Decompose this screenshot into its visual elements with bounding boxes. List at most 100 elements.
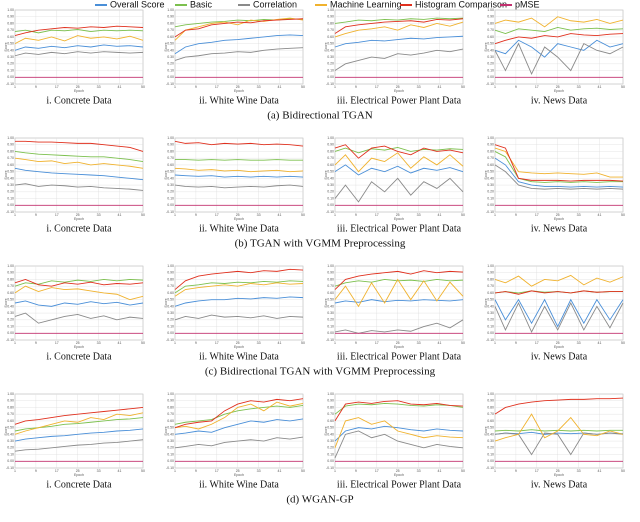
y-tick-label: 0.40 [487, 176, 494, 180]
y-tick-label: 0.60 [7, 35, 14, 39]
x-tick-label: 41 [438, 85, 442, 89]
y-tick-label: 0.50 [327, 426, 334, 430]
x-axis-label: Epoch [394, 89, 404, 93]
x-tick-label: 50 [301, 213, 305, 217]
y-axis-label: Score [484, 170, 488, 179]
x-tick-label: 50 [301, 341, 305, 345]
x-tick-label: 17 [55, 213, 59, 217]
y-tick-label: 0.40 [327, 432, 334, 436]
y-tick-label: 0.80 [167, 405, 174, 409]
y-tick-label: 0.80 [327, 405, 334, 409]
x-tick-label: 50 [621, 213, 625, 217]
series-line [174, 398, 304, 429]
y-tick-label: 0.20 [167, 190, 174, 194]
x-tick-label: 41 [598, 341, 602, 345]
y-axis-label: Score [324, 298, 328, 307]
series-line [334, 152, 464, 173]
y-tick-label: 0.30 [327, 439, 334, 443]
y-tick-label: 0.00 [487, 75, 494, 79]
y-tick-label: 0.90 [327, 15, 334, 19]
y-tick-label: 0.60 [487, 291, 494, 295]
x-axis-label: Epoch [234, 345, 244, 349]
x-tick-label: 1 [334, 213, 336, 217]
x-axis-label: Epoch [554, 345, 564, 349]
series-line [15, 140, 144, 152]
x-tick-label: 1 [14, 341, 16, 345]
y-tick-label: 0.60 [487, 419, 494, 423]
y-tick-label: 0.70 [7, 28, 14, 32]
y-tick-label: 0.40 [7, 176, 14, 180]
series-line [334, 48, 464, 71]
series-line [14, 300, 144, 307]
y-tick-label: 0.70 [7, 156, 14, 160]
series-line [174, 436, 304, 449]
y-tick-label: 0.40 [167, 176, 174, 180]
y-tick-label: 1.00 [7, 264, 14, 268]
panel-caption: iv. News Data [531, 95, 588, 106]
y-tick-label: 0.10 [327, 68, 334, 72]
y-tick-label: -0.10 [326, 466, 334, 470]
series-line [494, 298, 624, 328]
y-tick-label: 0.20 [7, 190, 14, 194]
x-tick-label: 33 [257, 85, 261, 89]
y-tick-label: -0.10 [6, 338, 14, 342]
x-tick-label: 17 [215, 85, 219, 89]
y-tick-label: 0.70 [167, 284, 174, 288]
series-line [14, 439, 144, 452]
y-tick-label: 0.80 [7, 277, 14, 281]
y-tick-label: 0.90 [7, 143, 14, 147]
x-tick-label: 33 [257, 341, 261, 345]
series-line [14, 412, 144, 435]
y-axis-label: Score [484, 426, 488, 435]
y-tick-label: 0.40 [327, 48, 334, 52]
y-tick-label: -0.10 [326, 338, 334, 342]
x-tick-label: 17 [535, 85, 539, 89]
y-tick-label: 0.70 [487, 28, 494, 32]
y-tick-label: -0.10 [166, 338, 174, 342]
x-tick-label: 25 [236, 469, 240, 473]
x-tick-label: 50 [461, 213, 465, 217]
y-tick-label: 0.60 [487, 163, 494, 167]
y-tick-label: 0.70 [167, 28, 174, 32]
y-tick-label: 0.50 [487, 426, 494, 430]
legend-label: Machine Learning [330, 0, 402, 9]
y-tick-label: 0.90 [327, 271, 334, 275]
y-tick-label: 0.50 [327, 42, 334, 46]
y-tick-label: 0.80 [7, 149, 14, 153]
x-tick-label: 9 [355, 85, 357, 89]
series-line [174, 34, 304, 55]
series-line [14, 278, 144, 287]
y-tick-label: 1.00 [327, 136, 334, 140]
y-tick-label: 0.40 [327, 176, 334, 180]
x-tick-label: 17 [535, 213, 539, 217]
y-tick-label: 0.80 [327, 277, 334, 281]
series-line [14, 35, 144, 45]
x-tick-label: 9 [35, 213, 37, 217]
x-tick-label: 17 [535, 469, 539, 473]
y-tick-label: 0.40 [487, 48, 494, 52]
x-axis-label: Epoch [234, 473, 244, 477]
panel-caption: iii. Electrical Power Plant Data [337, 95, 462, 106]
y-tick-label: 0.60 [167, 163, 174, 167]
x-tick-label: 25 [396, 85, 400, 89]
y-tick-label: 0.40 [167, 432, 174, 436]
series-line [494, 147, 623, 178]
y-tick-label: 0.80 [487, 277, 494, 281]
x-tick-label: 25 [236, 85, 240, 89]
series-line [334, 319, 464, 334]
y-tick-label: 0.90 [327, 143, 334, 147]
y-tick-label: 0.10 [487, 452, 494, 456]
y-tick-label: 0.30 [487, 55, 494, 59]
series-line [14, 167, 144, 181]
y-axis-label: Score [164, 298, 168, 307]
series-line [14, 44, 144, 51]
x-tick-label: 25 [556, 213, 560, 217]
y-tick-label: 0.00 [327, 75, 334, 79]
panel-caption: iv. News Data [531, 479, 588, 490]
y-tick-label: 0.60 [7, 291, 14, 295]
y-tick-label: 0.20 [487, 190, 494, 194]
plot-area [174, 9, 304, 85]
panel-caption: iv. News Data [531, 223, 588, 234]
series-line [14, 417, 144, 432]
